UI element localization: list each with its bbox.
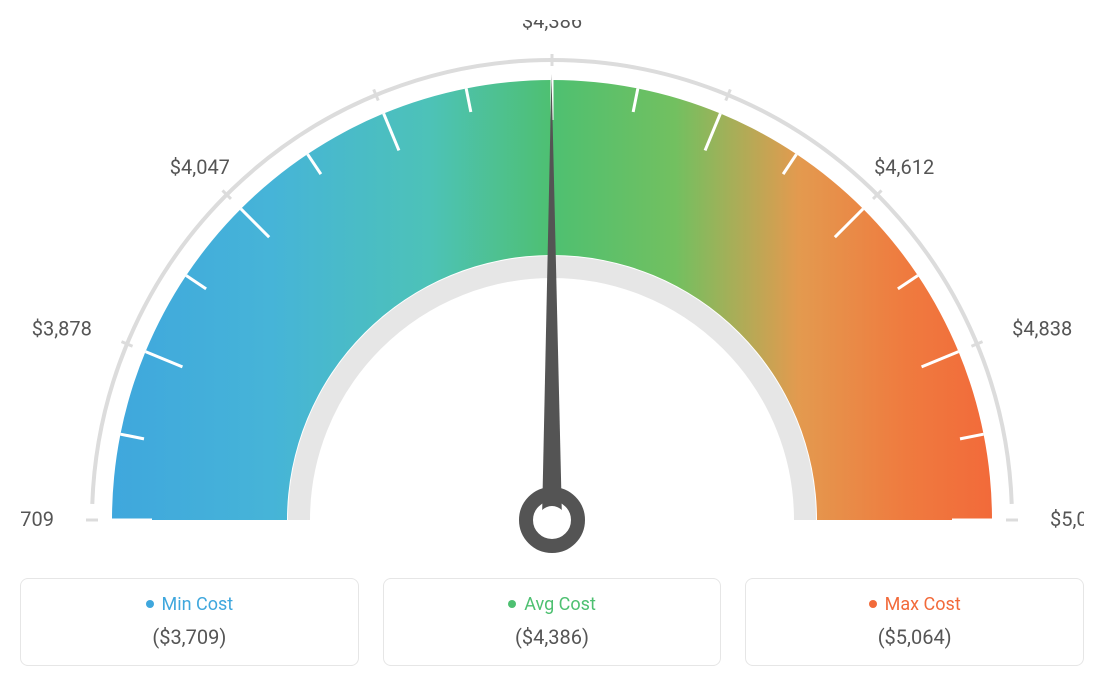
min-cost-card: Min Cost ($3,709): [20, 578, 359, 666]
avg-cost-label: Avg Cost: [508, 594, 596, 615]
gauge-chart: $3,709 $3,878 $4,047 $4,386 $4,612 $4,838 $5,0…: [20, 20, 1084, 560]
svg-text:$3,709: $3,709: [20, 507, 54, 531]
max-cost-value: ($5,064): [764, 625, 1065, 649]
max-cost-card: Max Cost ($5,064): [745, 578, 1084, 666]
avg-cost-value: ($4,386): [402, 625, 703, 649]
svg-text:$4,838: $4,838: [1012, 316, 1072, 340]
min-cost-label-text: Min Cost: [162, 594, 234, 615]
min-cost-value: ($3,709): [39, 625, 340, 649]
max-cost-label: Max Cost: [869, 594, 961, 615]
svg-text:$4,386: $4,386: [522, 20, 582, 33]
dot-icon: [869, 600, 877, 608]
dot-icon: [508, 600, 516, 608]
summary-cards: Min Cost ($3,709) Avg Cost ($4,386) Max …: [20, 578, 1084, 666]
avg-cost-label-text: Avg Cost: [524, 594, 596, 615]
min-cost-label: Min Cost: [146, 594, 234, 615]
max-cost-label-text: Max Cost: [885, 594, 961, 615]
svg-text:$4,612: $4,612: [874, 155, 934, 179]
svg-text:$3,878: $3,878: [32, 316, 92, 340]
dot-icon: [146, 600, 154, 608]
svg-text:$5,064: $5,064: [1050, 507, 1084, 531]
svg-text:$4,047: $4,047: [170, 155, 230, 179]
gauge-svg: $3,709 $3,878 $4,047 $4,386 $4,612 $4,838 $5,0…: [20, 20, 1084, 560]
avg-cost-card: Avg Cost ($4,386): [383, 578, 722, 666]
